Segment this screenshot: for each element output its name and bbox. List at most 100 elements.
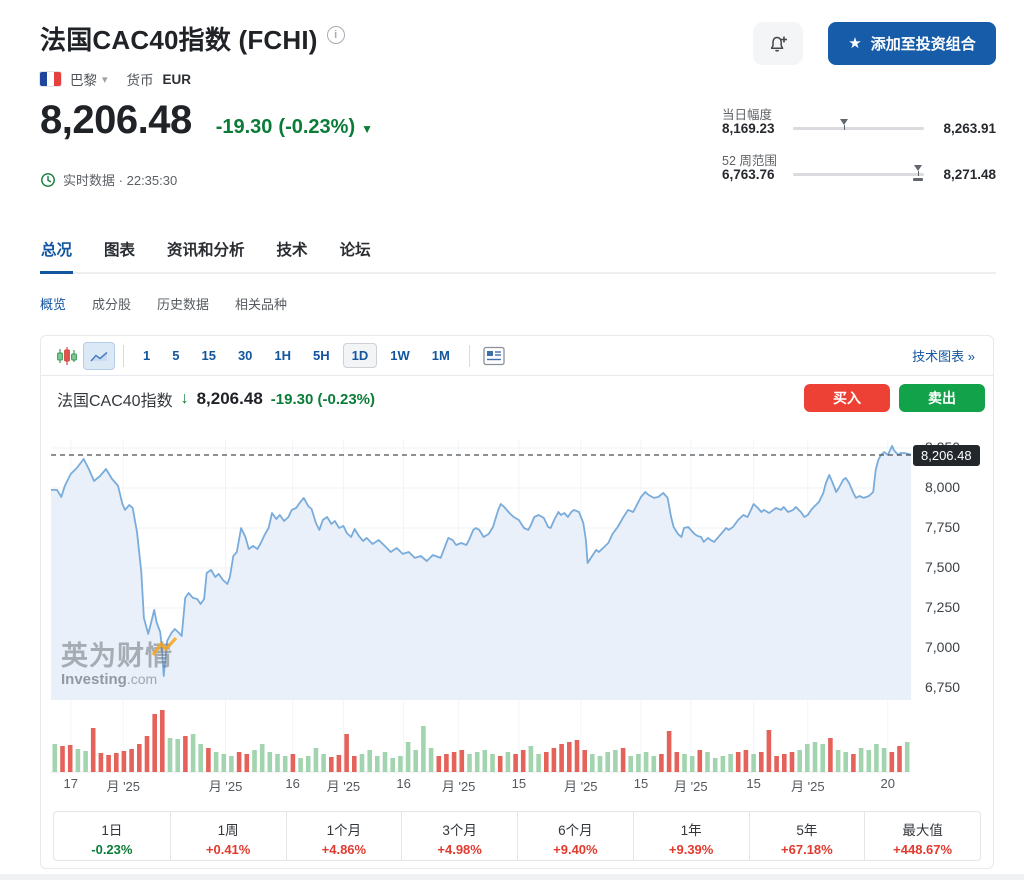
volume-bar [398,756,403,772]
interval-30[interactable]: 30 [229,343,261,368]
volume-bar [490,754,495,772]
week52-range-marker [913,165,924,181]
perf-value: +67.18% [781,842,833,857]
realtime-status: 实时数据 · 22:35:30 [63,173,178,188]
perf-value: +4.98% [437,842,482,857]
subtab-components[interactable]: 成分股 [92,297,132,312]
volume-bar [904,742,910,772]
subtab-related[interactable]: 相关品种 [235,297,288,312]
volume-bar [582,750,587,772]
info-icon[interactable]: i [326,25,345,44]
tab-overview[interactable]: 总况 [40,238,74,274]
volume-bar [651,756,657,772]
volume-bar [536,754,541,772]
section-divider [0,874,1024,880]
volume-bar [352,756,357,772]
change-value: -19.30 [215,116,273,138]
volume-bar [820,744,825,772]
volume-bar [812,742,818,772]
week52-range-label: 52 周范围 [722,154,777,168]
tab-technical[interactable]: 技术 [276,242,308,259]
chart-change: -19.30 (-0.23%) [270,390,375,408]
perf-value: +0.41% [205,842,251,857]
sell-button[interactable]: 卖出 [899,384,985,412]
interval-5h[interactable]: 5H [304,343,339,368]
exchange-selector[interactable]: 巴黎 ▾ [70,69,108,89]
add-to-portfolio-button[interactable]: ★ 添加至投资组合 [828,22,996,65]
volume-bar [774,756,779,772]
x-axis-label: 15 [746,776,761,791]
x-axis-label: 16 [285,776,300,791]
volume-bar [544,752,549,772]
last-price: 8,206.48 [40,98,192,142]
perf-cell: 最大值 +448.67% [864,812,980,860]
technical-chart-link[interactable]: 技术图表 » [912,349,975,364]
volume-bar [505,752,511,772]
volume-bar [751,754,756,772]
perf-label: 5年 [796,823,818,838]
tab-forum[interactable]: 论坛 [339,242,371,259]
volume-bar [282,756,288,772]
volume-bar [689,756,695,772]
chart-header: 法国CAC40指数 ↓ 8,206.48 -19.30 (-0.23%) 买入 … [41,377,993,421]
volume-bar [697,750,703,772]
interval-15[interactable]: 15 [192,343,224,368]
volume-bar [482,750,488,772]
volume-bar [190,734,196,772]
interval-1d[interactable]: 1D [342,343,378,368]
volume-bar [636,754,641,772]
subtab-overview[interactable]: 概览 [40,297,67,312]
volume-bar [313,748,319,772]
volume-bar [144,736,150,772]
candlestick-icon [57,346,77,365]
volume-bar [789,752,795,772]
buy-button[interactable]: 买入 [804,384,890,412]
interval-1m[interactable]: 1M [423,343,459,368]
news-layout-button[interactable] [478,342,510,370]
volume-bar [528,746,534,772]
volume-bar [720,756,726,772]
volume-bar [382,752,388,772]
volume-bar [666,731,672,772]
y-axis-label: 7,750 [925,519,961,535]
add-to-portfolio-label: 添加至投资组合 [870,36,976,53]
perf-label: 1个月 [326,823,362,838]
volume-bar [152,714,157,772]
main-tab-bar: 总况 图表 资讯和分析 技术 论坛 [40,238,996,274]
perf-value: +9.39% [668,842,714,857]
subtab-historical-data[interactable]: 历史数据 [157,297,210,312]
tab-news-analysis[interactable]: 资讯和分析 [167,242,245,259]
volume-bar [728,754,733,772]
toolbar-divider [468,344,470,367]
interval-1h[interactable]: 1H [265,343,300,368]
perf-value: +4.86% [321,842,367,857]
perf-value: +9.40% [553,842,598,857]
volume-bar [405,742,411,772]
volume-bar [712,758,718,772]
x-axis-label: 15 [511,776,527,791]
volume-bar [828,738,833,772]
price-chart[interactable] [51,428,913,775]
perf-cell: 1日 -0.23% [54,812,170,860]
volume-bar [75,749,81,772]
interval-1[interactable]: 1 [134,343,159,368]
week52-range: 6,763.76 8,271.48 [722,165,996,182]
create-alert-button[interactable] [753,22,803,65]
interval-5[interactable]: 5 [163,343,188,368]
volume-bar [90,728,96,772]
volume-bar [436,756,442,772]
chart-toolbar: 1 5 15 30 1H 5H 1D 1W 1M 技术图表 » [41,336,993,376]
area-chart-button[interactable] [83,341,115,370]
x-axis-label: 16 [396,776,411,791]
week52-range-slider [793,165,924,181]
candlestick-chart-button[interactable] [51,342,83,370]
chevron-down-icon: ▾ [102,73,108,86]
volume-bar [413,750,418,772]
volume-bar [359,754,365,772]
volume-bar [290,754,296,772]
france-flag-icon [40,72,61,86]
tab-chart[interactable]: 图表 [104,242,136,259]
price-line [51,445,912,677]
interval-1w[interactable]: 1W [381,343,419,368]
volume-bar [221,754,227,772]
